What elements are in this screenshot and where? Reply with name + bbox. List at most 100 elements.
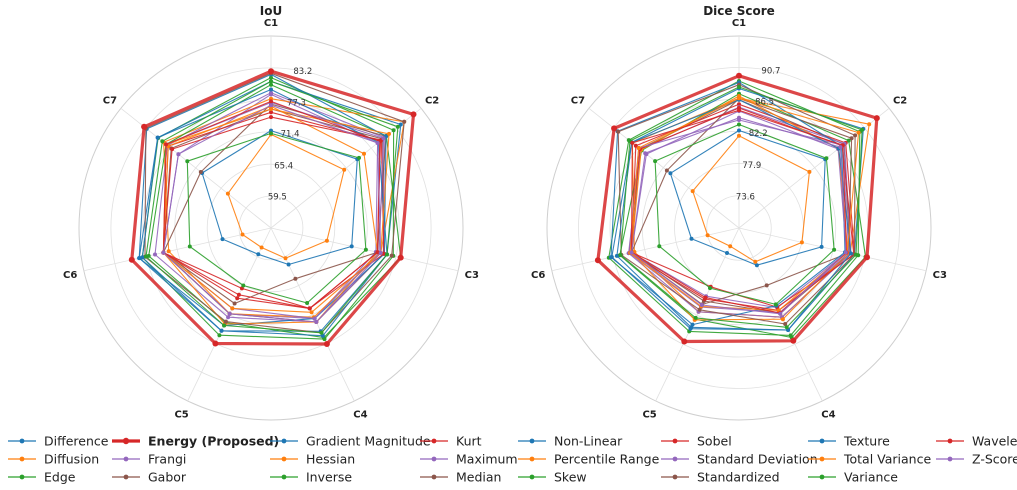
series-line bbox=[608, 80, 861, 336]
data-point bbox=[387, 131, 391, 136]
spoke bbox=[655, 227, 740, 402]
data-point bbox=[819, 244, 824, 249]
data-point bbox=[736, 72, 742, 79]
data-point bbox=[689, 325, 694, 330]
series-line bbox=[629, 97, 860, 311]
data-point bbox=[324, 238, 329, 243]
data-point bbox=[853, 133, 858, 138]
series-line bbox=[619, 86, 863, 328]
data-point bbox=[616, 129, 621, 134]
data-point bbox=[754, 263, 759, 268]
tick-label: 59.5 bbox=[268, 193, 287, 203]
series-line bbox=[630, 97, 853, 305]
data-point bbox=[319, 330, 324, 335]
spoke bbox=[270, 107, 422, 229]
data-point bbox=[153, 252, 157, 257]
axis-label-c5: C5 bbox=[174, 410, 188, 421]
legend-swatch-marker bbox=[19, 474, 25, 480]
series-line bbox=[148, 84, 402, 339]
axis-label-c2: C2 bbox=[893, 96, 907, 107]
data-point bbox=[824, 156, 829, 161]
data-point bbox=[410, 111, 417, 118]
data-point bbox=[737, 85, 741, 89]
series-line bbox=[596, 74, 879, 344]
legend-swatch-marker bbox=[281, 438, 287, 444]
data-point bbox=[236, 292, 241, 297]
data-point bbox=[381, 251, 386, 256]
legend-label: Texture bbox=[843, 434, 890, 449]
axis-label-c6: C6 bbox=[63, 270, 77, 281]
series-line bbox=[616, 99, 852, 331]
data-point bbox=[843, 250, 848, 255]
data-point bbox=[312, 316, 317, 321]
legend-swatch-marker bbox=[431, 474, 437, 480]
data-point bbox=[269, 131, 273, 136]
data-point bbox=[633, 143, 638, 148]
series-line bbox=[201, 130, 358, 266]
legend-item-standardized: Standardized bbox=[661, 470, 780, 485]
series-skew bbox=[185, 131, 368, 305]
data-point bbox=[269, 110, 273, 115]
axis-label-c3: C3 bbox=[465, 270, 479, 281]
legend-swatch-marker bbox=[281, 474, 287, 480]
series-line bbox=[163, 98, 405, 318]
series-line bbox=[617, 84, 856, 325]
legend-item-sobel: Sobel bbox=[661, 434, 732, 449]
tick-label: 77.9 bbox=[742, 161, 761, 171]
legend-swatch-marker bbox=[672, 474, 678, 480]
data-point bbox=[873, 115, 880, 122]
data-point bbox=[362, 151, 366, 156]
legend-item-gradient-magnitude: Gradient Magnitude bbox=[270, 434, 431, 449]
data-point bbox=[860, 127, 865, 132]
legend-label: Total Variance bbox=[843, 452, 931, 467]
dice-radar-chart: Dice Score 73.6 77.9 82.2 86.5 90.7 C1 C2 C3 C4 C… bbox=[531, 4, 947, 421]
data-point bbox=[232, 301, 237, 306]
data-point bbox=[737, 133, 741, 138]
legend-label: Variance bbox=[844, 470, 898, 485]
legend-label: Diffusion bbox=[44, 452, 99, 467]
data-point bbox=[256, 252, 261, 257]
legend-label: Standardized bbox=[697, 470, 780, 485]
data-point bbox=[219, 328, 224, 333]
legend-item-kurt: Kurt bbox=[420, 434, 482, 449]
legend-item-gabor: Gabor bbox=[112, 470, 187, 485]
series-line bbox=[162, 105, 379, 325]
data-point bbox=[668, 171, 673, 176]
data-point bbox=[378, 251, 383, 255]
data-point bbox=[389, 253, 394, 258]
data-point bbox=[220, 237, 225, 242]
data-point bbox=[170, 147, 175, 152]
data-point bbox=[268, 68, 274, 75]
data-point bbox=[618, 253, 623, 257]
data-point bbox=[385, 252, 389, 257]
series-line bbox=[227, 133, 345, 259]
legend-label: Standard Deviation bbox=[697, 452, 818, 467]
chart-title: Dice Score bbox=[703, 4, 775, 18]
legend-item-standard-deviation: Standard Deviation bbox=[661, 452, 818, 467]
data-point bbox=[703, 295, 708, 300]
data-point bbox=[305, 301, 310, 305]
legend-label: Non-Linear bbox=[554, 434, 623, 449]
legend-label: Gabor bbox=[148, 470, 187, 485]
legend-label: Z-Score bbox=[972, 452, 1017, 467]
data-point bbox=[222, 323, 227, 328]
data-point bbox=[269, 82, 273, 87]
data-point bbox=[846, 138, 851, 143]
data-point bbox=[725, 251, 729, 255]
legend-label: Wavelet bbox=[972, 434, 1017, 449]
legend-label: Inverse bbox=[306, 470, 352, 485]
legend-swatch-marker bbox=[123, 474, 129, 480]
series-line bbox=[669, 129, 826, 266]
tick-label: 65.4 bbox=[274, 162, 293, 172]
data-point bbox=[790, 337, 797, 344]
legend-item-inverse: Inverse bbox=[270, 470, 352, 485]
data-point bbox=[391, 128, 396, 133]
data-point bbox=[737, 102, 741, 107]
tick-label: 71.4 bbox=[281, 130, 300, 140]
legend-label: Edge bbox=[44, 470, 76, 485]
data-point bbox=[269, 79, 273, 84]
data-point bbox=[664, 168, 669, 173]
data-point bbox=[398, 122, 403, 127]
data-point bbox=[309, 310, 314, 315]
data-point bbox=[128, 256, 135, 263]
